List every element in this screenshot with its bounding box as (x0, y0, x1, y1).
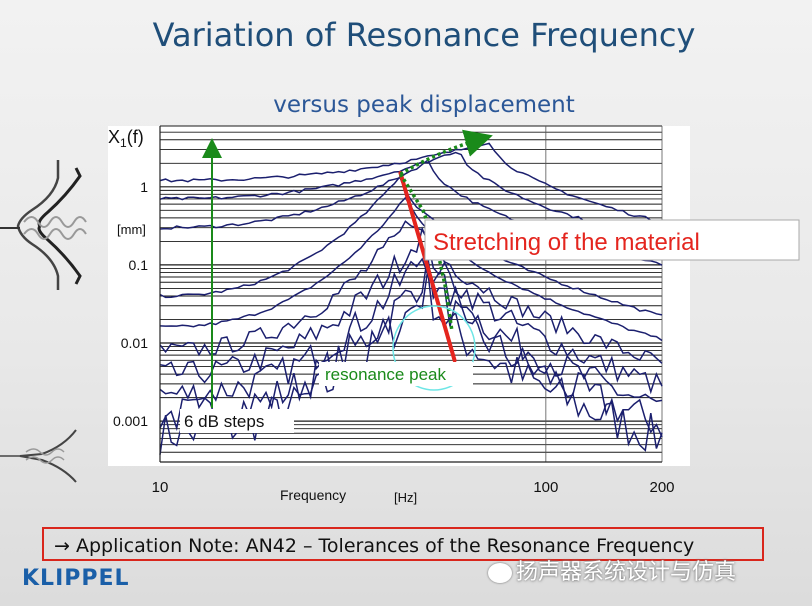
application-note-text: Application Note: AN42 – Tolerances of t… (75, 535, 695, 557)
chart-subtitle: versus peak displacement (273, 92, 575, 118)
cone-sketch-large-icon (0, 160, 87, 290)
x-tick-label: 10 (152, 479, 169, 496)
slide-title: Variation of Resonance Frequency (152, 16, 696, 54)
y-axis-unit: [mm] (117, 222, 146, 237)
application-note-box: → Application Note: AN42 – Tolerances of… (42, 527, 764, 561)
watermark: 扬声器系统设计与仿真 (488, 554, 736, 586)
series-line-level-05 (159, 220, 663, 364)
x-tick-label: 200 (649, 479, 674, 496)
y-tick-label: 1 (140, 179, 148, 195)
grid-vertical (545, 126, 663, 462)
grid-horizontal (160, 125, 662, 463)
resonance-peak-label-box (319, 362, 473, 386)
y-tick-label: 0.001 (113, 413, 148, 429)
y-tick-labels: 1 0.1 0.01 0.001 (113, 179, 148, 429)
x-axis-label: Frequency (280, 487, 346, 503)
series-line-level-07 (159, 175, 663, 316)
arrow-icon: → (54, 535, 70, 557)
series-line-level-04 (159, 226, 663, 395)
x-axis-unit: [Hz] (394, 490, 417, 505)
cone-sketch-small-icon (0, 429, 77, 483)
resonance-peak-label: resonance peak (325, 365, 446, 384)
jump-trajectory-arrow (399, 129, 493, 176)
application-note[interactable]: → Application Note: AN42 – Tolerances of… (54, 535, 694, 557)
six-db-label: 6 dB steps (184, 412, 264, 431)
stretching-label-box (424, 219, 800, 261)
stretching-label: Stretching of the material (433, 229, 700, 256)
series-line-level-03 (159, 257, 663, 410)
y-tick-label: 0.1 (129, 257, 149, 273)
y-tick-label: 0.01 (121, 335, 148, 351)
x-tick-label: 100 (533, 479, 558, 496)
noise-highlight-circle (392, 305, 476, 391)
wechat-icon (488, 563, 512, 583)
series-line-level-02 (159, 255, 663, 438)
watermark-text: 扬声器系统设计与仿真 (516, 560, 737, 585)
series-line-level-10 (159, 142, 663, 225)
x-tick-labels: 10 100 200 (152, 479, 675, 496)
stretching-arrow-line (398, 171, 457, 363)
klippel-logo: KLIPPEL (22, 566, 130, 591)
y-axis-label: X1(f) (108, 127, 144, 150)
six-db-label-box (180, 409, 294, 433)
